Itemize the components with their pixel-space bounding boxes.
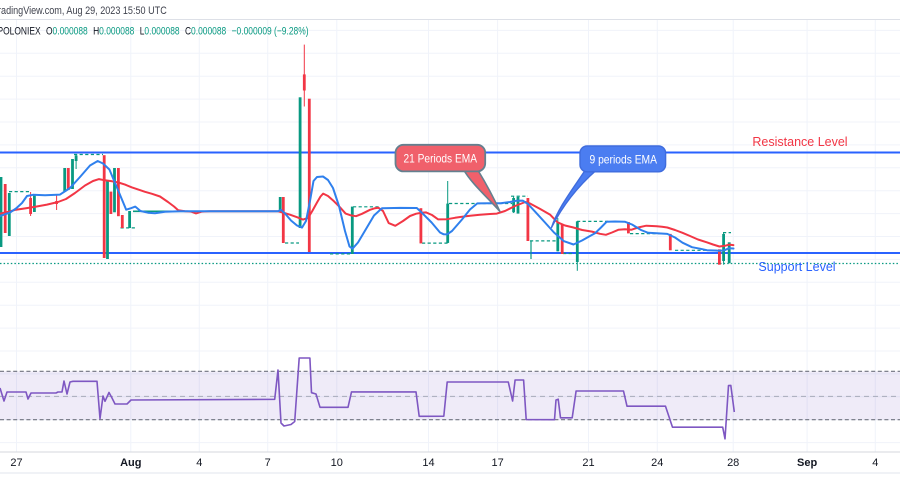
svg-text:17: 17: [491, 457, 503, 469]
svg-text:Aug: Aug: [120, 457, 141, 469]
svg-text:Sep: Sep: [797, 457, 817, 469]
svg-text:9 periods EMA: 9 periods EMA: [590, 152, 658, 166]
svg-text:Resistance Level: Resistance Level: [752, 135, 847, 149]
svg-text:TradingView.com, Aug 29, 2023: TradingView.com, Aug 29, 2023 15:50 UTC: [0, 5, 167, 17]
svg-text:21: 21: [582, 457, 594, 469]
svg-text:4: 4: [872, 457, 878, 469]
svg-text:24: 24: [651, 457, 663, 469]
svg-text:28: 28: [727, 457, 739, 469]
svg-text:10: 10: [331, 457, 343, 469]
svg-text:Support Level: Support Level: [758, 260, 835, 274]
svg-text:4: 4: [196, 457, 202, 469]
svg-text:14: 14: [422, 457, 434, 469]
svg-text:27: 27: [10, 457, 22, 469]
svg-text:21 Periods EMA: 21 Periods EMA: [404, 152, 478, 166]
svg-text:7: 7: [265, 457, 271, 469]
